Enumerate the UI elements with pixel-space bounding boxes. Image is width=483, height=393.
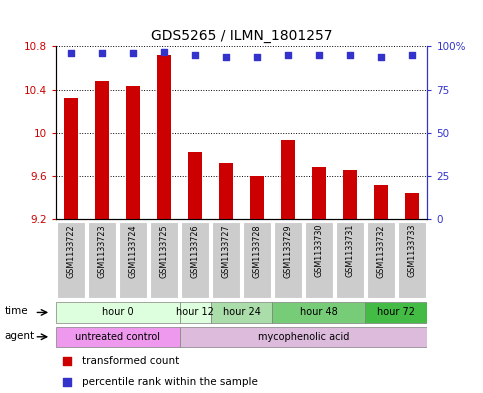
Bar <box>126 86 140 219</box>
Text: GSM1133726: GSM1133726 <box>190 224 199 277</box>
Bar <box>312 167 326 219</box>
FancyBboxPatch shape <box>181 222 209 298</box>
Text: agent: agent <box>4 331 35 341</box>
Point <box>377 53 385 60</box>
FancyBboxPatch shape <box>274 222 302 298</box>
Text: transformed count: transformed count <box>82 356 179 366</box>
FancyBboxPatch shape <box>366 302 427 323</box>
Point <box>129 50 137 57</box>
Text: hour 24: hour 24 <box>223 307 260 318</box>
Text: GSM1133727: GSM1133727 <box>222 224 230 277</box>
FancyBboxPatch shape <box>212 222 240 298</box>
FancyBboxPatch shape <box>180 327 427 347</box>
Text: GSM1133730: GSM1133730 <box>314 224 324 277</box>
Text: GSM1133731: GSM1133731 <box>345 224 355 277</box>
Point <box>253 53 261 60</box>
Text: GSM1133732: GSM1133732 <box>376 224 385 277</box>
Text: hour 0: hour 0 <box>102 307 133 318</box>
Bar <box>343 169 357 219</box>
Bar <box>95 81 109 219</box>
Point <box>67 50 75 57</box>
FancyBboxPatch shape <box>180 302 211 323</box>
Text: hour 48: hour 48 <box>300 307 338 318</box>
Text: untreated control: untreated control <box>75 332 160 342</box>
FancyBboxPatch shape <box>88 222 116 298</box>
Point <box>346 52 354 58</box>
Text: percentile rank within the sample: percentile rank within the sample <box>82 377 257 387</box>
Bar <box>188 152 202 219</box>
Text: hour 72: hour 72 <box>377 307 415 318</box>
FancyBboxPatch shape <box>119 222 147 298</box>
FancyBboxPatch shape <box>367 222 395 298</box>
Point <box>63 358 71 364</box>
Bar <box>219 163 233 219</box>
FancyBboxPatch shape <box>305 222 333 298</box>
Text: time: time <box>4 306 28 316</box>
Bar <box>64 98 78 219</box>
Text: GSM1133729: GSM1133729 <box>284 224 293 277</box>
Bar <box>281 140 295 219</box>
Point <box>408 52 416 58</box>
Point <box>284 52 292 58</box>
Text: mycophenolic acid: mycophenolic acid <box>258 332 349 342</box>
Text: GSM1133722: GSM1133722 <box>67 224 75 277</box>
Point <box>63 379 71 385</box>
FancyBboxPatch shape <box>272 302 366 323</box>
FancyBboxPatch shape <box>57 222 85 298</box>
Point <box>191 52 199 58</box>
FancyBboxPatch shape <box>150 222 178 298</box>
Text: GSM1133724: GSM1133724 <box>128 224 138 277</box>
Text: hour 12: hour 12 <box>176 307 214 318</box>
Text: GSM1133728: GSM1133728 <box>253 224 261 277</box>
FancyBboxPatch shape <box>56 327 180 347</box>
Bar <box>250 176 264 219</box>
Point <box>222 53 230 60</box>
FancyBboxPatch shape <box>243 222 271 298</box>
Title: GDS5265 / ILMN_1801257: GDS5265 / ILMN_1801257 <box>151 29 332 42</box>
Text: GSM1133723: GSM1133723 <box>98 224 107 277</box>
FancyBboxPatch shape <box>211 302 272 323</box>
Point <box>315 52 323 58</box>
Text: GSM1133733: GSM1133733 <box>408 224 416 277</box>
FancyBboxPatch shape <box>336 222 364 298</box>
Bar <box>374 185 388 219</box>
Bar <box>157 55 171 219</box>
FancyBboxPatch shape <box>56 302 180 323</box>
FancyBboxPatch shape <box>398 222 426 298</box>
Text: GSM1133725: GSM1133725 <box>159 224 169 277</box>
Bar <box>405 193 419 219</box>
Point <box>160 48 168 55</box>
Point <box>98 50 106 57</box>
